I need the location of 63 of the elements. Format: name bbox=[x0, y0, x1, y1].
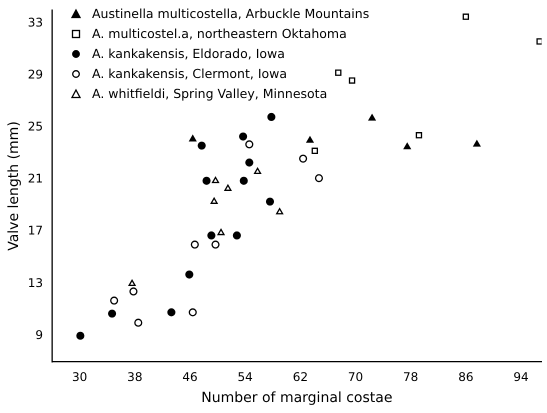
point bbox=[134, 318, 142, 327]
x-tick-label: 54 bbox=[238, 370, 253, 384]
x-tick-label: 78 bbox=[403, 370, 418, 384]
point bbox=[314, 174, 323, 182]
point bbox=[404, 142, 411, 150]
point bbox=[299, 154, 308, 163]
point bbox=[189, 135, 196, 142]
point bbox=[536, 38, 542, 45]
point bbox=[108, 310, 116, 318]
x-tick-label: 38 bbox=[127, 370, 142, 384]
legend-label: A. whitfieldi, Spring Valley, Minnesota bbox=[92, 85, 328, 103]
point bbox=[198, 142, 206, 150]
point bbox=[368, 114, 376, 121]
x-axis-title: Number of marginal costae bbox=[201, 390, 392, 406]
point bbox=[217, 228, 225, 236]
y-tick-label: 29 bbox=[28, 67, 44, 82]
y-tick-label: 25 bbox=[28, 120, 44, 134]
point bbox=[232, 231, 241, 240]
point bbox=[416, 132, 422, 138]
y-tick-label: 17 bbox=[28, 224, 44, 238]
point bbox=[239, 132, 248, 141]
point bbox=[207, 231, 216, 240]
y-tick-label: 33 bbox=[28, 15, 44, 30]
point bbox=[76, 332, 84, 340]
x-tick-label: 94 bbox=[513, 370, 529, 384]
y-tick-label: 13 bbox=[28, 276, 44, 290]
point bbox=[245, 158, 254, 167]
point bbox=[224, 184, 232, 191]
point bbox=[185, 270, 194, 279]
point bbox=[306, 136, 314, 143]
y-tick-label: 9 bbox=[35, 328, 44, 342]
point bbox=[188, 308, 197, 316]
point bbox=[202, 176, 211, 185]
legend-label: A. kankakensis, Eldorado, Iowa bbox=[92, 45, 285, 63]
point bbox=[335, 70, 342, 76]
point bbox=[110, 296, 118, 305]
point bbox=[128, 280, 136, 286]
y-axis-title: Valve length (mm) bbox=[6, 121, 22, 251]
point bbox=[462, 14, 470, 20]
point bbox=[245, 140, 254, 148]
point bbox=[167, 308, 176, 316]
point bbox=[266, 198, 274, 206]
point bbox=[267, 112, 276, 122]
legend-label: Austinella multicostella, Arbuckle Mountains bbox=[92, 5, 370, 23]
x-tick-label: 30 bbox=[72, 370, 88, 384]
point bbox=[129, 287, 138, 296]
x-tick-label: 70 bbox=[348, 370, 364, 384]
point bbox=[210, 198, 218, 204]
point bbox=[240, 176, 248, 185]
point bbox=[276, 208, 284, 214]
legend-label: A. kankakensis, Clermont, Iowa bbox=[92, 65, 288, 83]
x-tick-label: 86 bbox=[458, 370, 474, 384]
point bbox=[212, 176, 220, 184]
x-tick-label: 62 bbox=[292, 370, 308, 384]
point bbox=[211, 240, 220, 249]
point bbox=[473, 140, 480, 147]
point bbox=[348, 77, 356, 84]
point bbox=[254, 168, 262, 174]
y-tick-label: 21 bbox=[28, 172, 44, 186]
x-tick-label: 46 bbox=[182, 370, 198, 384]
point bbox=[312, 148, 318, 154]
legend-label: A. multicostel.a, northeastern Oktahoma bbox=[92, 25, 347, 43]
point bbox=[190, 240, 199, 249]
